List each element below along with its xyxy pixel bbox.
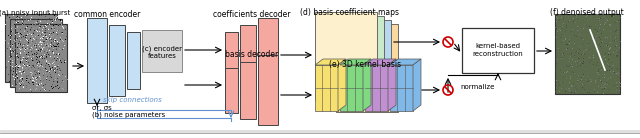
Bar (555, 14, 620, 94)
Polygon shape (388, 59, 396, 111)
Polygon shape (338, 59, 346, 111)
Bar (87, 18, 107, 103)
Bar (10, 19, 62, 87)
Bar (258, 18, 278, 103)
Bar (5, 14, 57, 82)
Bar (462, 28, 534, 73)
Bar (336, 24, 398, 112)
Polygon shape (365, 59, 396, 65)
Bar (142, 30, 182, 72)
Polygon shape (413, 59, 421, 111)
Bar (390, 65, 413, 111)
Bar (258, 55, 278, 125)
Text: (a) noisy input burst: (a) noisy input burst (0, 9, 70, 15)
Bar (329, 20, 391, 108)
Bar (365, 65, 388, 111)
Text: normalize: normalize (460, 84, 494, 90)
Polygon shape (390, 59, 421, 65)
Bar (315, 12, 377, 100)
Text: basis decoder: basis decoder (225, 50, 278, 59)
Bar (109, 25, 125, 96)
Bar (225, 68, 238, 113)
Text: (e) 3D kernel basis: (e) 3D kernel basis (329, 60, 401, 69)
Text: (b) noise parameters: (b) noise parameters (92, 112, 165, 118)
Text: σr, σs: σr, σs (92, 105, 112, 111)
Text: kernel-based
reconstruction: kernel-based reconstruction (472, 43, 524, 56)
Bar (315, 65, 338, 111)
Bar (15, 24, 67, 92)
Bar (340, 65, 363, 111)
Text: coefficients decoder: coefficients decoder (213, 10, 291, 19)
Polygon shape (340, 59, 371, 65)
Bar (322, 16, 384, 104)
Bar (0, 130, 640, 133)
Polygon shape (363, 59, 371, 111)
Bar (240, 62, 256, 119)
Bar (225, 32, 238, 89)
Text: (d) basis coefficient maps: (d) basis coefficient maps (301, 8, 399, 17)
Text: (f) denoised output: (f) denoised output (550, 8, 624, 17)
Bar (127, 32, 140, 89)
Text: skip connections: skip connections (102, 97, 161, 103)
Bar (240, 25, 256, 96)
Text: (c) encoder
features: (c) encoder features (142, 45, 182, 59)
Polygon shape (315, 59, 346, 65)
Text: common encoder: common encoder (74, 10, 140, 19)
